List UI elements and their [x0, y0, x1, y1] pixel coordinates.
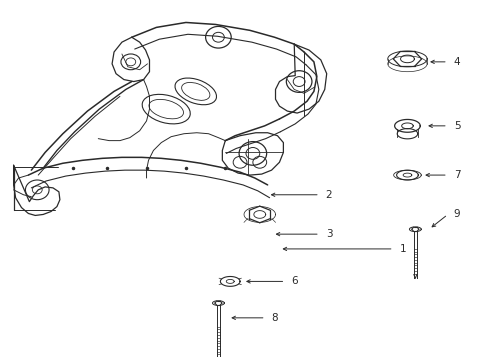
Text: 6: 6 [291, 276, 297, 287]
Text: 5: 5 [453, 121, 459, 131]
Text: 3: 3 [325, 229, 332, 239]
Text: 2: 2 [325, 190, 332, 200]
Text: 4: 4 [453, 57, 459, 67]
Text: 1: 1 [399, 244, 406, 254]
Text: 7: 7 [453, 170, 459, 180]
Text: 9: 9 [453, 210, 459, 220]
Text: 8: 8 [271, 313, 278, 323]
